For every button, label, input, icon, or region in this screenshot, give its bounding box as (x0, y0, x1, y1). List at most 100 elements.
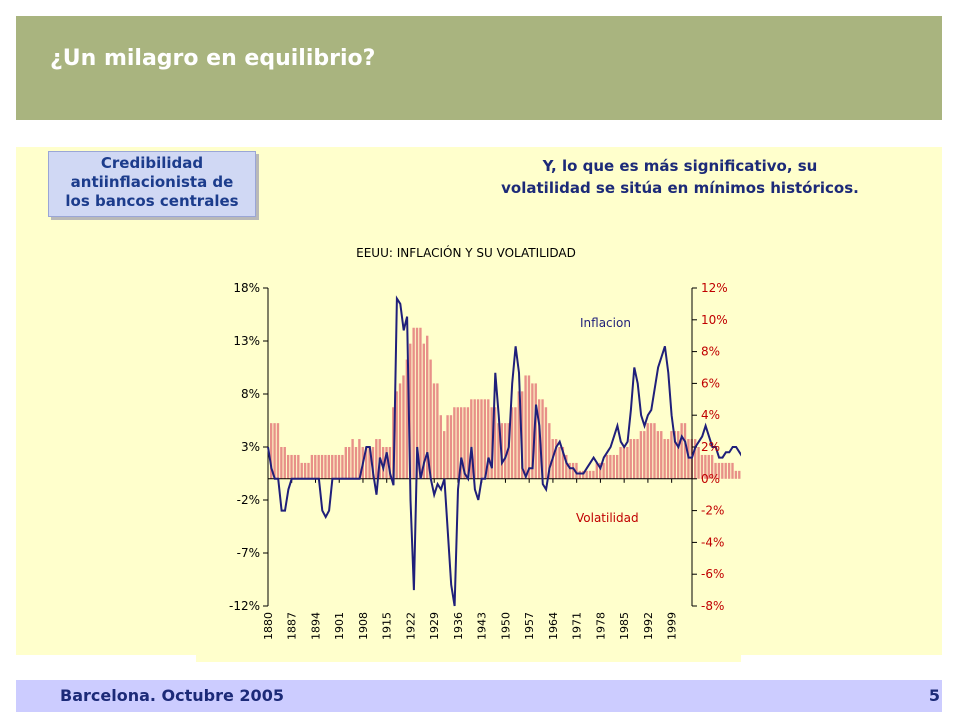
volatility-bar (666, 439, 670, 479)
volatility-bar (422, 343, 426, 479)
volatility-bar (554, 439, 558, 479)
volatility-bar (504, 423, 507, 479)
volatility-bar (286, 454, 290, 479)
x-tick-label: 1929 (428, 612, 441, 640)
right-tick-label: 0% (701, 472, 720, 486)
volatility-bar (303, 462, 307, 479)
volatility-bar (409, 343, 412, 479)
note-line-1: Y, lo que es más significativo, su (542, 157, 818, 175)
volatility-bar (575, 462, 578, 479)
volatility-bar (449, 415, 453, 479)
volatility-bar (643, 431, 646, 479)
volatility-bar (670, 431, 673, 479)
volatility-bar (727, 462, 731, 479)
right-tick-label: -6% (701, 567, 724, 581)
volatility-bar (490, 407, 493, 479)
volatility-bar (297, 454, 300, 479)
volatility-bar (483, 399, 487, 479)
x-tick-label: 1901 (333, 612, 346, 640)
x-tick-label: 1915 (381, 612, 394, 640)
volatility-bar (273, 423, 276, 479)
volatility-bar (673, 431, 677, 479)
x-tick-label: 1880 (262, 612, 275, 640)
volatility-bar (582, 470, 585, 479)
volatility-bar (436, 383, 439, 479)
volatility-bar (476, 399, 480, 479)
volatility-bar (314, 454, 317, 479)
volatility-bar (738, 470, 741, 479)
right-tick-label: -4% (701, 535, 724, 549)
callout-line-3: los bancos centrales (65, 192, 239, 210)
x-tick-label: 1894 (309, 612, 322, 640)
page-title: ¿Un milagro en equilibrio? (50, 46, 376, 71)
volatility-bar (565, 454, 568, 479)
x-tick-label: 1943 (476, 612, 489, 640)
volatility-bar (405, 359, 409, 479)
x-tick-label: 1957 (523, 612, 536, 640)
volatility-bar (381, 447, 385, 479)
volatility-bar (663, 439, 666, 479)
volatility-bar (290, 454, 293, 479)
volatility-bar (531, 383, 534, 479)
volatility-bar (351, 439, 354, 479)
volatility-bar (677, 431, 680, 479)
volatility-bar (439, 415, 442, 479)
volatility-bar (320, 454, 324, 479)
left-tick-label: 8% (241, 387, 260, 401)
volatility-bar (524, 375, 527, 479)
volatility-bar (300, 462, 303, 479)
volatility-bar (731, 462, 734, 479)
volatility-bar (605, 454, 609, 479)
volatility-bar (649, 423, 653, 479)
volatility-bar (497, 423, 500, 479)
volatility-bar (558, 447, 561, 479)
volatility-bar (619, 447, 622, 479)
volatility-bar (456, 407, 459, 479)
volatility-bar (364, 447, 368, 479)
volatility-bar (534, 383, 537, 479)
volatility-bar (568, 462, 571, 479)
volatility-bar (480, 399, 483, 479)
footer-location-date: Barcelona. Octubre 2005 (60, 686, 284, 705)
volatility-bar (310, 454, 314, 479)
volatility-bar (592, 470, 595, 479)
x-tick-label: 1985 (618, 612, 631, 640)
x-tick-label: 1999 (666, 612, 679, 640)
volatility-bar (707, 454, 710, 479)
right-tick-label: 4% (701, 408, 720, 422)
left-tick-label: -2% (237, 493, 260, 507)
left-tick-label: 18% (233, 281, 260, 295)
volatility-bar (354, 447, 358, 479)
volatility-bar (337, 454, 341, 479)
left-tick-label: 13% (233, 334, 260, 348)
volatility-bar (683, 423, 687, 479)
volatility-bar (398, 383, 402, 479)
volatility-bar (412, 327, 415, 479)
volatility-bar (487, 399, 490, 479)
volatility-bar (626, 447, 629, 479)
right-tick-label: 10% (701, 313, 728, 327)
volatility-bar (646, 423, 649, 479)
volatility-bar (541, 399, 544, 479)
volatility-bar (653, 423, 656, 479)
volatility-bar (561, 447, 565, 479)
volatility-bar (459, 407, 463, 479)
right-tick-label: 12% (701, 281, 728, 295)
volatility-bar (327, 454, 331, 479)
right-tick-label: 2% (701, 440, 720, 454)
series-label-volatilidad: Volatilidad (576, 511, 639, 525)
volatility-bar (415, 327, 419, 479)
volatility-bar (544, 407, 548, 479)
volatility-bar (700, 454, 704, 479)
volatility-bar (317, 454, 320, 479)
volatility-bar (721, 462, 724, 479)
credibility-callout: Credibilidad antiinflacionista de los ba… (48, 151, 256, 217)
left-tick-label: -12% (229, 599, 260, 613)
volatility-bar (710, 454, 714, 479)
note-line-2: volatilidad se sitúa en mínimos históric… (501, 179, 859, 197)
volatility-bar (371, 447, 375, 479)
page-number: 5 (928, 686, 940, 705)
volatility-bar (419, 327, 422, 479)
volatility-bar (442, 431, 446, 479)
volatility-bar (388, 447, 392, 479)
